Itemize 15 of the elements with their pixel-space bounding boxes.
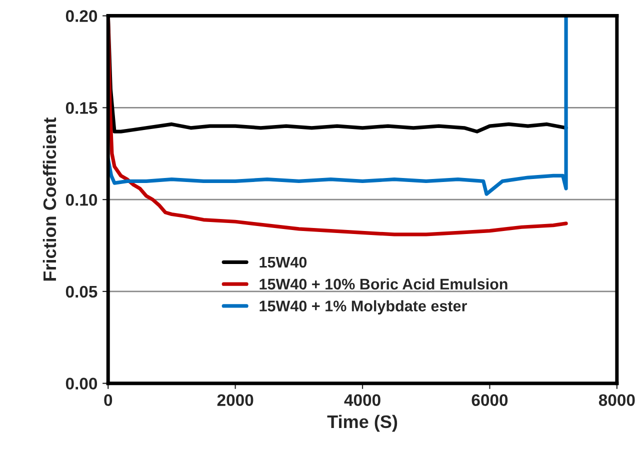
x-tick-label: 8000 xyxy=(598,394,635,406)
y-tick-label: 0.00 xyxy=(66,378,98,390)
y-axis-title: Friction Coefficient xyxy=(42,118,56,281)
legend-label: 15W40 + 1% Molybdate ester xyxy=(260,300,467,314)
x-tick-label: 4000 xyxy=(344,394,380,406)
y-tick-label: 0.20 xyxy=(66,10,98,22)
x-tick-label: 0 xyxy=(104,394,112,406)
legend-label: 15W40 + 10% Boric Acid Emulsion xyxy=(260,278,508,290)
x-tick-label: 6000 xyxy=(472,394,508,406)
y-tick-label: 0.05 xyxy=(66,286,98,298)
y-tick-label: 0.10 xyxy=(66,194,98,206)
x-axis-title: Time (S) xyxy=(327,414,398,432)
legend-label: 15W40 xyxy=(260,256,307,268)
x-tick-label: 2000 xyxy=(217,394,254,406)
y-tick-label: 0.15 xyxy=(66,102,98,114)
